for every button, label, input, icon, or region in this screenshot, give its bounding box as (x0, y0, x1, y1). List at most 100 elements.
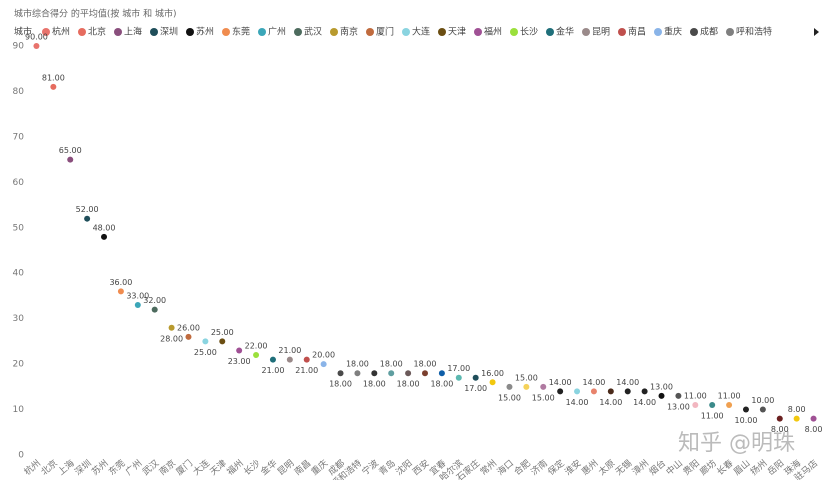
x-tick-label: 金华 (258, 457, 280, 478)
point (253, 352, 260, 359)
legend-swatch (726, 28, 734, 36)
data-label: 25.00 (211, 328, 234, 337)
legend-label: 天津 (448, 27, 466, 38)
data-label: 81.00 (42, 73, 65, 82)
point (422, 370, 428, 377)
data-label: 33.00 (126, 292, 149, 301)
data-label: 10.00 (735, 416, 758, 425)
legend-swatch (582, 28, 590, 36)
x-tick-label: 天津 (208, 458, 229, 478)
legend-swatch (402, 28, 410, 36)
x-tick-label: 中山 (663, 457, 685, 478)
data-label: 18.00 (363, 380, 386, 389)
legend-label: 长沙 (520, 26, 538, 38)
point (269, 356, 276, 363)
point (168, 324, 175, 331)
data-label: 17.00 (464, 384, 487, 393)
x-tick-label: 青岛 (376, 457, 398, 478)
point (557, 388, 564, 395)
data-label: 8.00 (771, 425, 789, 434)
point (84, 215, 91, 222)
legend-label: 苏州 (196, 26, 214, 38)
legend-swatch (150, 28, 158, 36)
data-label: 18.00 (430, 380, 453, 389)
point (185, 333, 192, 340)
watermark: 知乎 @明珠 (678, 431, 795, 456)
data-label: 21.00 (278, 346, 301, 355)
legend-arrow[interactable] (814, 28, 819, 36)
point (607, 388, 614, 395)
x-tick-label: 廊坊 (697, 457, 719, 478)
legend-swatch (690, 28, 698, 36)
data-label: 14.00 (599, 398, 622, 407)
data-label: 14.00 (582, 378, 605, 387)
data-label: 10.00 (751, 396, 774, 405)
legend-swatch (222, 28, 230, 36)
point (438, 370, 445, 377)
point (371, 370, 378, 377)
y-tick-label: 30 (13, 314, 25, 324)
y-tick-label: 80 (13, 87, 25, 97)
legend-label: 南京 (340, 26, 358, 38)
data-label: 18.00 (414, 360, 437, 369)
legend-label: 重庆 (664, 26, 682, 38)
point (388, 370, 395, 377)
data-label: 15.00 (515, 373, 538, 382)
legend-label: 深圳 (160, 27, 178, 38)
legend-swatch (42, 28, 50, 36)
y-tick-label: 90 (13, 42, 25, 52)
point (793, 415, 800, 422)
point (726, 402, 733, 409)
x-tick-label: 武汉 (140, 457, 162, 478)
x-tick-label: 岳阳 (765, 457, 787, 478)
data-label: 13.00 (667, 402, 690, 411)
point (151, 306, 158, 313)
point (33, 43, 40, 49)
x-tick-label: 上海 (55, 457, 77, 478)
point (675, 392, 682, 399)
data-label: 14.00 (549, 378, 572, 387)
data-label: 18.00 (346, 360, 369, 369)
x-tick-label: 东莞 (106, 457, 128, 478)
data-label: 18.00 (380, 360, 403, 369)
legend-label: 大连 (412, 26, 430, 38)
x-tick-label: 西安 (410, 457, 432, 478)
legend-swatch (366, 28, 374, 36)
point (405, 370, 412, 377)
legend-label: 武汉 (304, 26, 322, 38)
y-tick-label: 70 (13, 132, 25, 142)
legend-swatch (258, 28, 266, 36)
x-tick-label: 北京 (38, 457, 60, 478)
point (50, 83, 57, 90)
point (101, 233, 108, 240)
x-tick-label: 重庆 (309, 457, 331, 478)
legend-label: 南昌 (628, 26, 646, 38)
x-tick-label: 南京 (157, 457, 179, 478)
legend-label: 杭州 (52, 26, 70, 38)
x-tick-label: 常州 (478, 457, 500, 478)
data-label: 26.00 (177, 323, 200, 332)
point (742, 406, 749, 413)
x-tick-label: 海口 (494, 457, 516, 478)
legend-swatch (474, 28, 482, 36)
point (455, 374, 462, 381)
legend-label: 福州 (484, 26, 502, 38)
point (219, 338, 226, 345)
data-label: 36.00 (109, 278, 132, 287)
legend-label: 成都 (700, 26, 718, 38)
legend-swatch (78, 28, 86, 36)
data-label: 20.00 (312, 351, 335, 360)
data-label: 18.00 (329, 380, 352, 389)
data-label: 23.00 (228, 357, 251, 366)
y-tick-label: 0 (18, 451, 24, 461)
x-tick-label: 南昌 (292, 457, 314, 478)
legend-label: 昆明 (592, 27, 610, 38)
legend-swatch (114, 28, 122, 36)
point (489, 379, 496, 386)
data-label: 28.00 (160, 334, 183, 343)
x-tick-label: 大连 (190, 457, 212, 478)
point (776, 415, 783, 422)
data-label: 52.00 (76, 205, 99, 214)
y-tick-label: 10 (13, 405, 25, 415)
